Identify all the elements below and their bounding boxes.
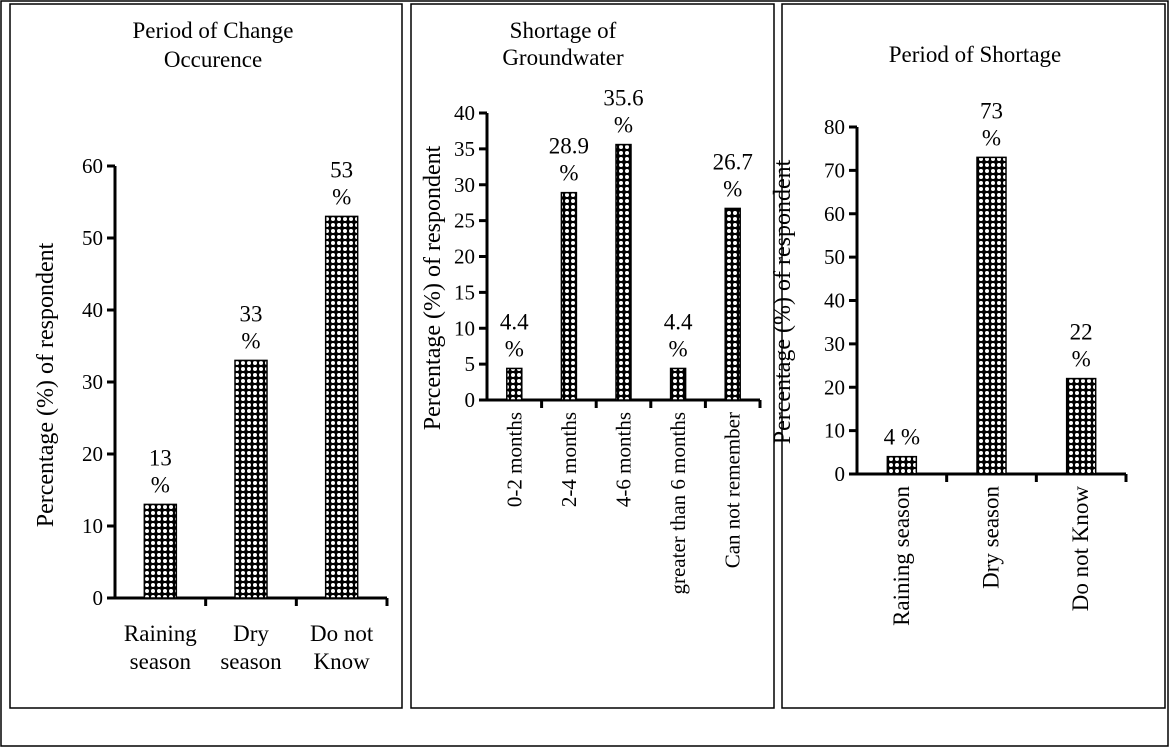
x-tick-label: Dry season bbox=[979, 486, 1004, 589]
x-tick-label: 0-2 months bbox=[502, 412, 526, 507]
panel-frame bbox=[781, 3, 1166, 709]
data-label: % bbox=[614, 113, 633, 138]
chart-title-line-2: Occurence bbox=[164, 47, 262, 72]
x-tick-label: Know bbox=[314, 649, 371, 674]
y-tick-label: 40 bbox=[454, 101, 475, 125]
y-tick-label: 60 bbox=[82, 154, 103, 178]
x-tick-label: 4-6 months bbox=[612, 412, 636, 507]
data-label: % bbox=[1072, 347, 1091, 372]
bar bbox=[324, 215, 359, 599]
data-label: % bbox=[559, 161, 578, 186]
chart-panel-shortage-of-groundwater: Shortage of Groundwater Percentage (%) o… bbox=[410, 3, 775, 709]
x-tick-label: Do not Know bbox=[1068, 486, 1093, 612]
y-tick-label: 10 bbox=[454, 316, 475, 340]
y-tick-label: 20 bbox=[824, 375, 845, 399]
y-tick-label: 10 bbox=[82, 514, 103, 538]
x-tick-label: 2-4 months bbox=[557, 412, 581, 507]
bar bbox=[669, 367, 687, 401]
data-label: % bbox=[505, 336, 524, 361]
x-tick-label: greater than 6 months bbox=[666, 412, 690, 595]
data-label: 35.6 bbox=[603, 86, 643, 111]
y-tick-label: 50 bbox=[82, 226, 103, 250]
data-label: 28.9 bbox=[549, 134, 589, 159]
y-axis-label: Percentage (%) of respondent bbox=[33, 242, 59, 527]
x-tick-label: season bbox=[220, 649, 282, 674]
data-label: 22 bbox=[1070, 320, 1093, 345]
y-tick-label: 60 bbox=[824, 202, 845, 226]
y-tick-label: 30 bbox=[82, 370, 103, 394]
bar bbox=[143, 503, 178, 599]
data-label: 73 bbox=[980, 98, 1003, 123]
y-tick-label: 0 bbox=[465, 388, 476, 412]
data-label: 53 bbox=[330, 157, 353, 182]
y-tick-label: 10 bbox=[824, 419, 845, 443]
y-tick-label: 30 bbox=[454, 173, 475, 197]
x-tick-label: Do not bbox=[310, 621, 374, 646]
data-label: % bbox=[669, 336, 688, 361]
x-tick-label: Dry bbox=[233, 621, 269, 646]
y-tick-label: 5 bbox=[465, 352, 476, 376]
y-tick-label: 40 bbox=[824, 289, 845, 313]
chart-panel-period-of-change: Period of Change Occurence Percentage (%… bbox=[9, 3, 403, 709]
y-tick-label: 40 bbox=[82, 298, 103, 322]
data-label: 26.7 bbox=[713, 149, 753, 174]
y-tick-label: 80 bbox=[824, 115, 845, 139]
y-tick-label: 15 bbox=[454, 280, 475, 304]
y-tick-label: 35 bbox=[454, 137, 475, 161]
bar bbox=[560, 191, 578, 401]
x-tick-label: season bbox=[130, 649, 192, 674]
chart-title-line-2: Groundwater bbox=[502, 45, 624, 70]
panel-frame bbox=[410, 3, 775, 709]
y-tick-label: 50 bbox=[824, 245, 845, 269]
data-label: 4 % bbox=[884, 425, 920, 450]
y-tick-label: 25 bbox=[454, 209, 475, 233]
chart-panel-period-of-shortage: Period of Shortage Percentage (%) of res… bbox=[770, 3, 1166, 709]
chart-title-line-1: Period of Change bbox=[133, 18, 294, 43]
y-tick-label: 0 bbox=[93, 586, 104, 610]
data-label: 33 bbox=[240, 301, 263, 326]
y-tick-label: 30 bbox=[824, 332, 845, 356]
panel-frame bbox=[9, 3, 403, 709]
y-tick-label: 20 bbox=[454, 245, 475, 269]
bar bbox=[506, 367, 523, 401]
data-label: % bbox=[723, 176, 742, 201]
bar bbox=[724, 207, 741, 401]
chart-title-line-1: Period of Shortage bbox=[889, 42, 1061, 67]
y-tick-label: 70 bbox=[824, 158, 845, 182]
x-tick-label: Can not remember bbox=[721, 412, 745, 568]
bar bbox=[1065, 377, 1097, 475]
data-label: % bbox=[151, 472, 170, 497]
x-tick-label: Raining bbox=[124, 621, 197, 646]
y-tick-label: 20 bbox=[82, 442, 103, 466]
y-axis-label: Percentage (%) of respondent bbox=[420, 145, 446, 430]
data-label: % bbox=[332, 184, 351, 209]
bar bbox=[976, 156, 1007, 475]
x-tick-label: Raining season bbox=[889, 486, 914, 626]
data-label: 13 bbox=[149, 445, 172, 470]
bar bbox=[615, 143, 632, 401]
y-tick-label: 0 bbox=[835, 462, 846, 486]
data-label: % bbox=[241, 328, 260, 353]
bar bbox=[234, 359, 268, 599]
data-label: % bbox=[982, 125, 1001, 150]
data-label: 4.4 bbox=[500, 309, 529, 334]
chart-title-line-1: Shortage of bbox=[510, 18, 617, 43]
y-axis-label: Percentage (%) of respondent bbox=[770, 159, 796, 444]
data-label: 4.4 bbox=[664, 309, 693, 334]
bar bbox=[886, 455, 918, 475]
